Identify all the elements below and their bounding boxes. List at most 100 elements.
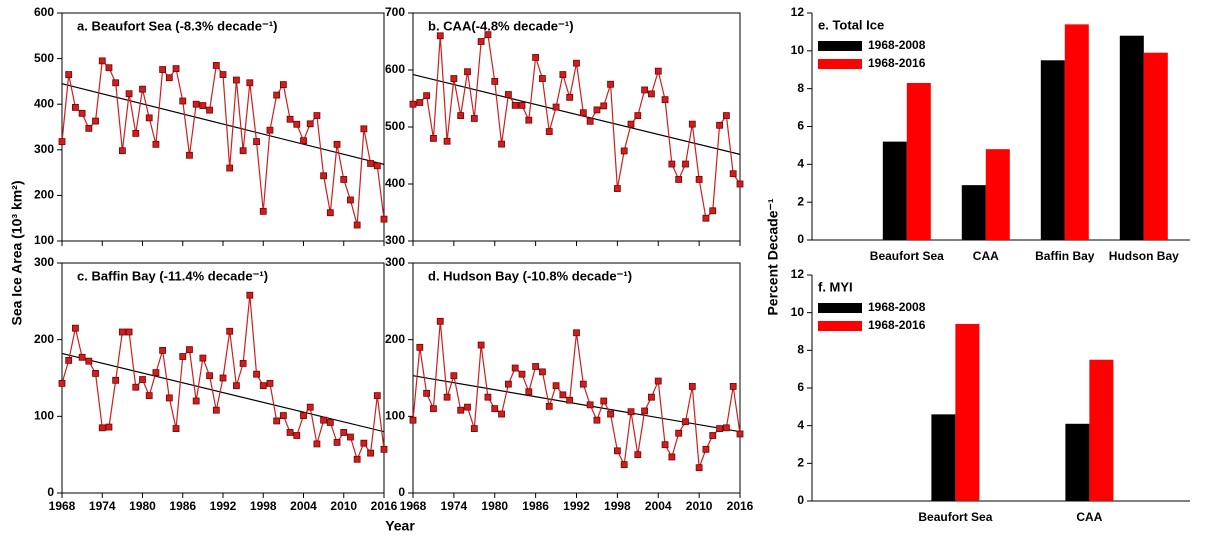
point [607,80,614,88]
y-tick-label: 0 [797,493,804,507]
x-tick-label: 1974 [441,499,468,513]
point [326,419,334,426]
point [539,368,546,376]
point [736,180,744,188]
x-tick-label: Beaufort Sea [870,249,944,263]
y-tick-label: 100 [34,409,54,423]
y-tick-label: 600 [34,5,54,19]
point [78,353,86,361]
point [498,410,505,418]
x-tick-label: 2010 [330,499,357,513]
point [566,93,574,101]
point [579,380,587,388]
point [279,412,287,419]
panel-title: c. Baffin Bay (-11.4% decade⁻¹) [77,268,268,283]
point [273,417,281,425]
point [259,382,267,390]
x-tick-label: 1968 [400,499,427,513]
point [65,71,73,78]
trend-line [61,83,385,165]
x-tick-label: 1974 [89,499,116,513]
point [333,140,341,148]
y-tick-label: 10 [791,305,805,319]
point [654,377,662,385]
y-tick-label: 8 [797,81,804,95]
panel-title: d. Hudson Bay (-10.8% decade⁻¹) [428,268,632,283]
point [112,376,120,384]
point [347,196,354,204]
y-tick-label: 0 [797,232,804,246]
point [179,97,187,105]
point [525,116,533,124]
legend-label: 1968-2008 [868,300,926,314]
x-axis-title: Year [385,518,415,534]
point [132,383,140,391]
point [470,115,478,122]
panel-title: f. MYI [818,279,853,294]
point [360,125,368,133]
y-tick-label: 10 [791,43,805,57]
point [593,106,601,114]
y-tick-label: 300 [34,142,54,156]
point [152,140,160,148]
x-tick-label: 2004 [645,499,672,513]
y-tick-label: 6 [797,119,804,133]
point [139,85,146,93]
bar [955,323,980,501]
trend-line [412,73,741,155]
point [373,162,381,170]
y-tick-label: 8 [797,343,804,357]
point [682,160,689,168]
point [286,115,294,123]
point [293,120,301,128]
point [132,129,140,137]
x-tick-label: Beaufort Sea [918,510,992,524]
point [233,76,240,84]
legend-swatch [818,41,862,51]
y-tick-label: 4 [797,157,804,171]
x-tick-label: 1980 [481,499,508,513]
point [98,57,106,65]
y-tick-label: 200 [385,332,405,346]
point [491,78,499,85]
bar [882,141,907,240]
point [464,403,471,411]
y-tick-label: 6 [797,380,804,394]
point [78,109,86,117]
point [668,160,676,168]
point [226,327,234,335]
point [239,147,247,155]
point [450,372,458,380]
point [333,438,341,446]
point [279,81,287,88]
point [206,106,213,114]
point [532,363,540,370]
point [436,32,444,40]
point [675,176,683,183]
point [233,382,240,390]
point [112,79,120,87]
point [72,324,79,332]
point [450,75,458,82]
point [436,317,444,325]
y-tick-label: 12 [791,267,805,281]
point [273,91,281,99]
point [613,185,621,192]
point [340,429,348,436]
point [620,461,628,469]
point [165,74,173,82]
x-tick-label: Hudson Bay [1109,249,1179,263]
point [532,54,540,61]
point [353,455,361,463]
point [92,369,99,377]
point [586,117,594,125]
x-tick-label: CAA [1076,510,1102,524]
point [634,451,642,459]
point [145,114,153,122]
point [367,160,374,167]
bar [1065,423,1090,501]
point [695,464,703,472]
point [675,429,683,437]
point [627,408,635,416]
plot-frame [412,262,741,494]
